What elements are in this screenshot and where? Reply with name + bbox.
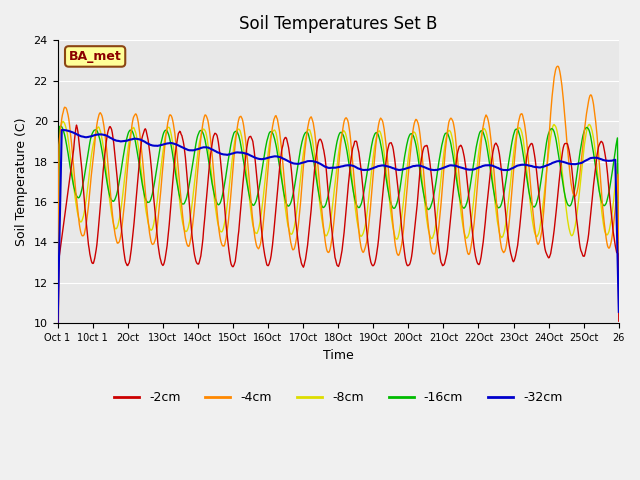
Text: BA_met: BA_met: [68, 50, 122, 63]
Title: Soil Temperatures Set B: Soil Temperatures Set B: [239, 15, 437, 33]
Y-axis label: Soil Temperature (C): Soil Temperature (C): [15, 118, 28, 246]
Legend: -2cm, -4cm, -8cm, -16cm, -32cm: -2cm, -4cm, -8cm, -16cm, -32cm: [109, 386, 567, 409]
X-axis label: Time: Time: [323, 348, 353, 362]
